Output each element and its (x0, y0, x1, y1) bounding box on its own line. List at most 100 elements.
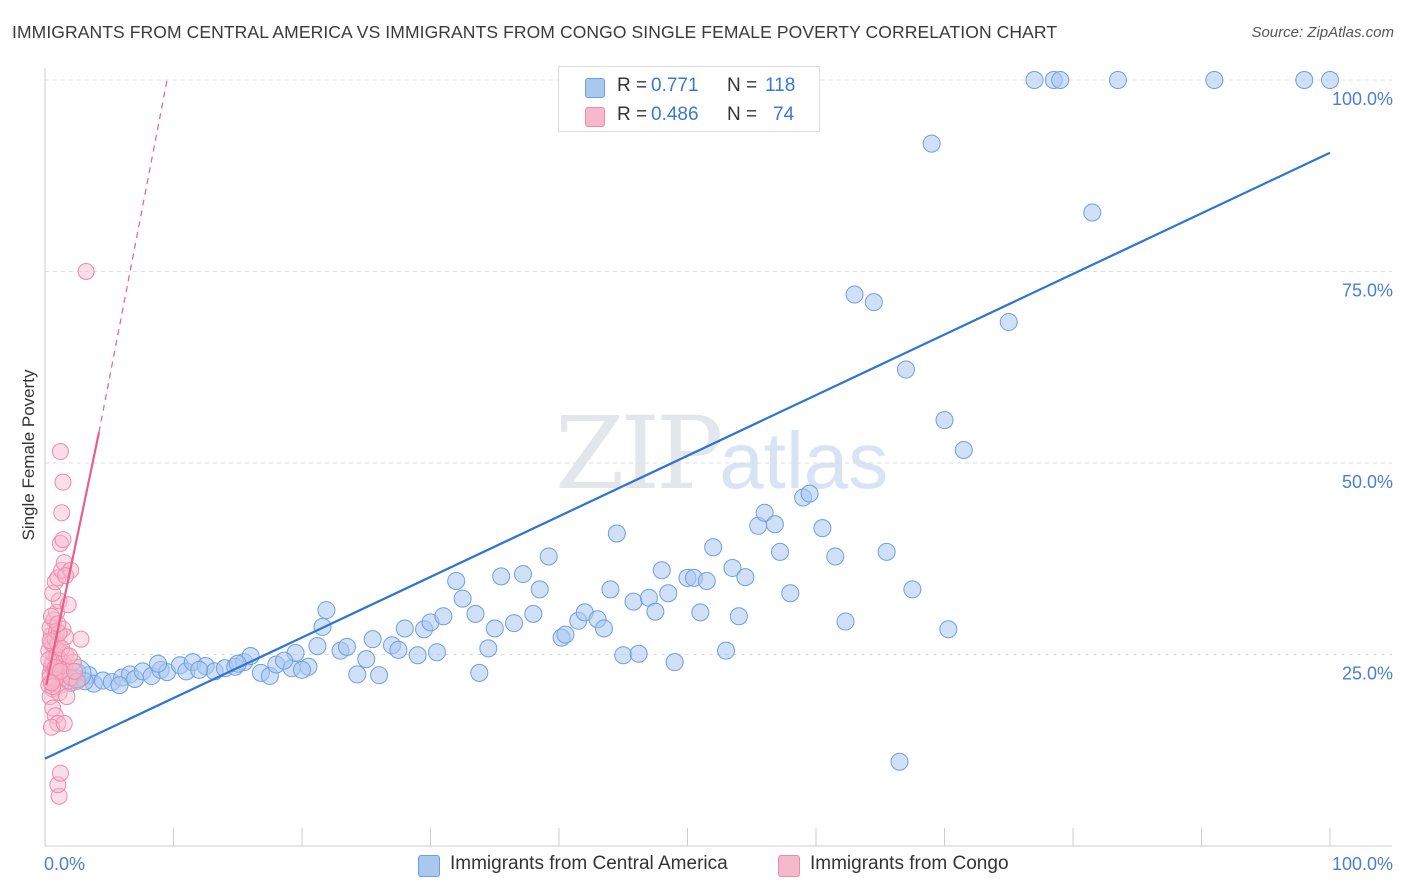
data-point-congo (58, 688, 76, 706)
data-point-central-america (1083, 203, 1102, 222)
data-point-central-america (514, 565, 533, 584)
axes (44, 68, 1392, 847)
data-point-central-america (717, 641, 736, 660)
n-value: 74 (773, 104, 795, 125)
trend-line-central-america (44, 151, 1331, 760)
data-point-central-america (903, 580, 922, 599)
data-point-central-america (479, 639, 498, 658)
data-point-congo (55, 714, 73, 732)
legend-label: Immigrants from Congo (810, 853, 1009, 874)
data-point-central-america (800, 484, 819, 503)
data-point-central-america (890, 752, 909, 771)
data-point-central-america (781, 584, 800, 603)
n-value: 118 (765, 75, 796, 96)
data-point-central-america (389, 640, 408, 659)
x-tick-label: 100.0% (1332, 854, 1393, 874)
data-point-central-america (348, 665, 367, 684)
legend-swatch-blue (585, 78, 605, 98)
series-congo (40, 263, 95, 805)
data-point-central-america (765, 515, 784, 534)
data-point-central-america (466, 604, 485, 623)
trend-line-congo-extrapolated (98, 79, 168, 433)
x-tick-label: 0.0% (44, 854, 85, 874)
data-point-congo (51, 443, 69, 461)
data-point-central-america (395, 619, 414, 638)
r-value: 0.486 (651, 104, 699, 125)
data-point-central-america (704, 538, 723, 557)
legend-swatch-pink (585, 107, 605, 127)
data-point-congo (51, 662, 69, 680)
data-point-central-america (999, 313, 1018, 332)
data-point-central-america (629, 644, 648, 663)
data-point-central-america (836, 612, 855, 631)
data-point-central-america (877, 542, 896, 561)
chart-title: IMMIGRANTS FROM CENTRAL AMERICA VS IMMIG… (12, 22, 1058, 42)
data-point-central-america (492, 567, 511, 586)
legend-row-congo: R = 0.486 N = 74 (559, 100, 817, 130)
data-point-central-america (771, 542, 790, 561)
data-point-central-america (485, 619, 504, 638)
y-tick-label: 100.0% (1332, 89, 1393, 109)
data-point-central-america (845, 285, 864, 304)
data-point-central-america (697, 571, 716, 590)
data-point-central-america (624, 592, 643, 611)
data-point-central-america (813, 519, 832, 538)
data-point-central-america (317, 601, 336, 620)
data-point-congo (60, 647, 78, 665)
tick-labels: 25.0% 50.0% 75.0% 100.0% 0.0% 100.0% (44, 89, 1393, 874)
data-point-central-america (427, 643, 446, 662)
data-point-central-america (1205, 71, 1224, 89)
y-axis-label: Single Female Poverty (19, 369, 38, 541)
data-point-central-america (614, 646, 633, 665)
trend-line-congo (45, 432, 101, 686)
legend-swatch-pink (778, 855, 800, 877)
data-point-central-america (363, 630, 382, 649)
data-point-central-america (601, 580, 620, 599)
data-point-central-america (275, 651, 294, 670)
data-point-central-america (1295, 71, 1314, 89)
trend-lines (44, 79, 1331, 760)
data-point-central-america (505, 614, 524, 633)
data-point-congo (72, 630, 90, 648)
chart-source: Source: ZipAtlas.com (1251, 24, 1394, 41)
data-point-congo (77, 263, 95, 280)
data-point-congo (54, 531, 72, 549)
data-point-central-america (1025, 71, 1044, 89)
data-point-central-america (1051, 71, 1070, 89)
data-point-central-america (190, 660, 209, 679)
data-point-congo (53, 504, 71, 522)
data-point-central-america (729, 607, 748, 626)
data-point-central-america (539, 547, 558, 566)
data-point-central-america (337, 637, 356, 656)
r-label: R = (617, 104, 648, 125)
data-point-central-america (293, 660, 311, 679)
data-point-central-america (1108, 71, 1127, 89)
data-point-central-america (447, 571, 466, 590)
data-point-central-america (939, 620, 958, 639)
legend-row-central-america: R = 0.771 N = 118 (559, 71, 817, 101)
grid-lines (45, 79, 1392, 655)
data-point-central-america (357, 650, 376, 669)
y-tick-label: 25.0% (1342, 664, 1393, 684)
data-point-central-america (370, 666, 389, 685)
data-point-central-america (665, 653, 684, 672)
data-point-congo (51, 764, 69, 782)
data-point-central-america (691, 603, 710, 622)
data-point-central-america (954, 440, 973, 459)
data-point-congo (68, 672, 86, 690)
data-point-central-america (1321, 71, 1339, 89)
data-point-central-america (922, 134, 941, 153)
legend-label: Immigrants from Central America (450, 853, 728, 874)
data-point-central-america (524, 604, 543, 623)
data-point-central-america (453, 589, 472, 608)
stats-legend: R = 0.771 N = 118 R = 0.486 N = 74 (558, 66, 820, 132)
legend-swatch-blue (418, 855, 440, 877)
data-point-central-america (110, 676, 129, 695)
y-tick-label: 75.0% (1342, 281, 1393, 301)
r-label: R = (617, 75, 648, 96)
data-point-central-america (736, 568, 755, 587)
data-point-central-america (434, 607, 453, 626)
data-point-central-america (470, 663, 489, 682)
data-point-central-america (646, 602, 665, 621)
